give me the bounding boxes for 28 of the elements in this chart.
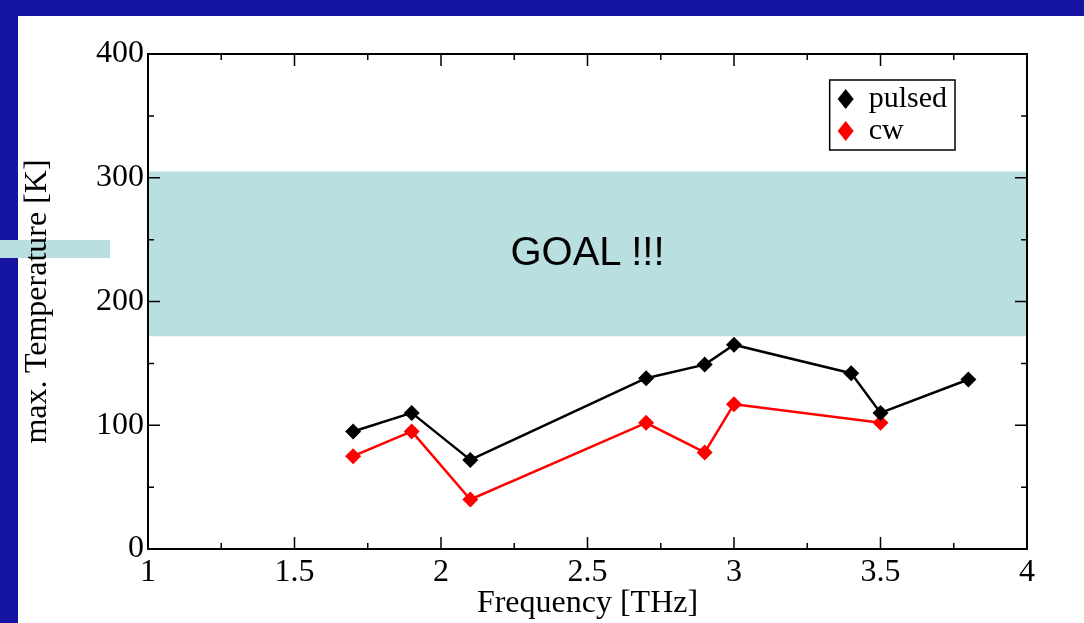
- y-tick-label: 200: [96, 280, 144, 317]
- y-tick-label: 0: [128, 528, 144, 565]
- legend-label: pulsed: [868, 79, 947, 113]
- point: [726, 396, 742, 413]
- x-tick-label: 4: [1019, 551, 1035, 588]
- y-axis-title: max. Temperature [K]: [16, 159, 53, 444]
- point: [403, 404, 420, 421]
- x-tick-label: 3.5: [860, 551, 901, 588]
- point: [872, 404, 889, 421]
- point: [638, 370, 655, 387]
- point: [726, 336, 742, 353]
- y-tick-label: 400: [96, 33, 144, 70]
- x-tick-label: 2: [433, 551, 449, 588]
- point: [696, 444, 713, 461]
- band-label: GOAL !!!: [510, 228, 665, 273]
- point: [403, 423, 420, 440]
- point: [462, 491, 479, 508]
- point: [843, 365, 860, 382]
- point: [462, 451, 479, 468]
- point: [638, 414, 655, 431]
- point: [960, 371, 977, 388]
- point: [345, 448, 362, 465]
- y-tick-label: 100: [96, 404, 144, 441]
- point: [345, 423, 362, 440]
- point: [696, 356, 713, 373]
- y-tick-label: 300: [96, 157, 144, 194]
- x-tick-label: 1.5: [274, 551, 315, 588]
- x-tick-label: 3: [726, 551, 742, 588]
